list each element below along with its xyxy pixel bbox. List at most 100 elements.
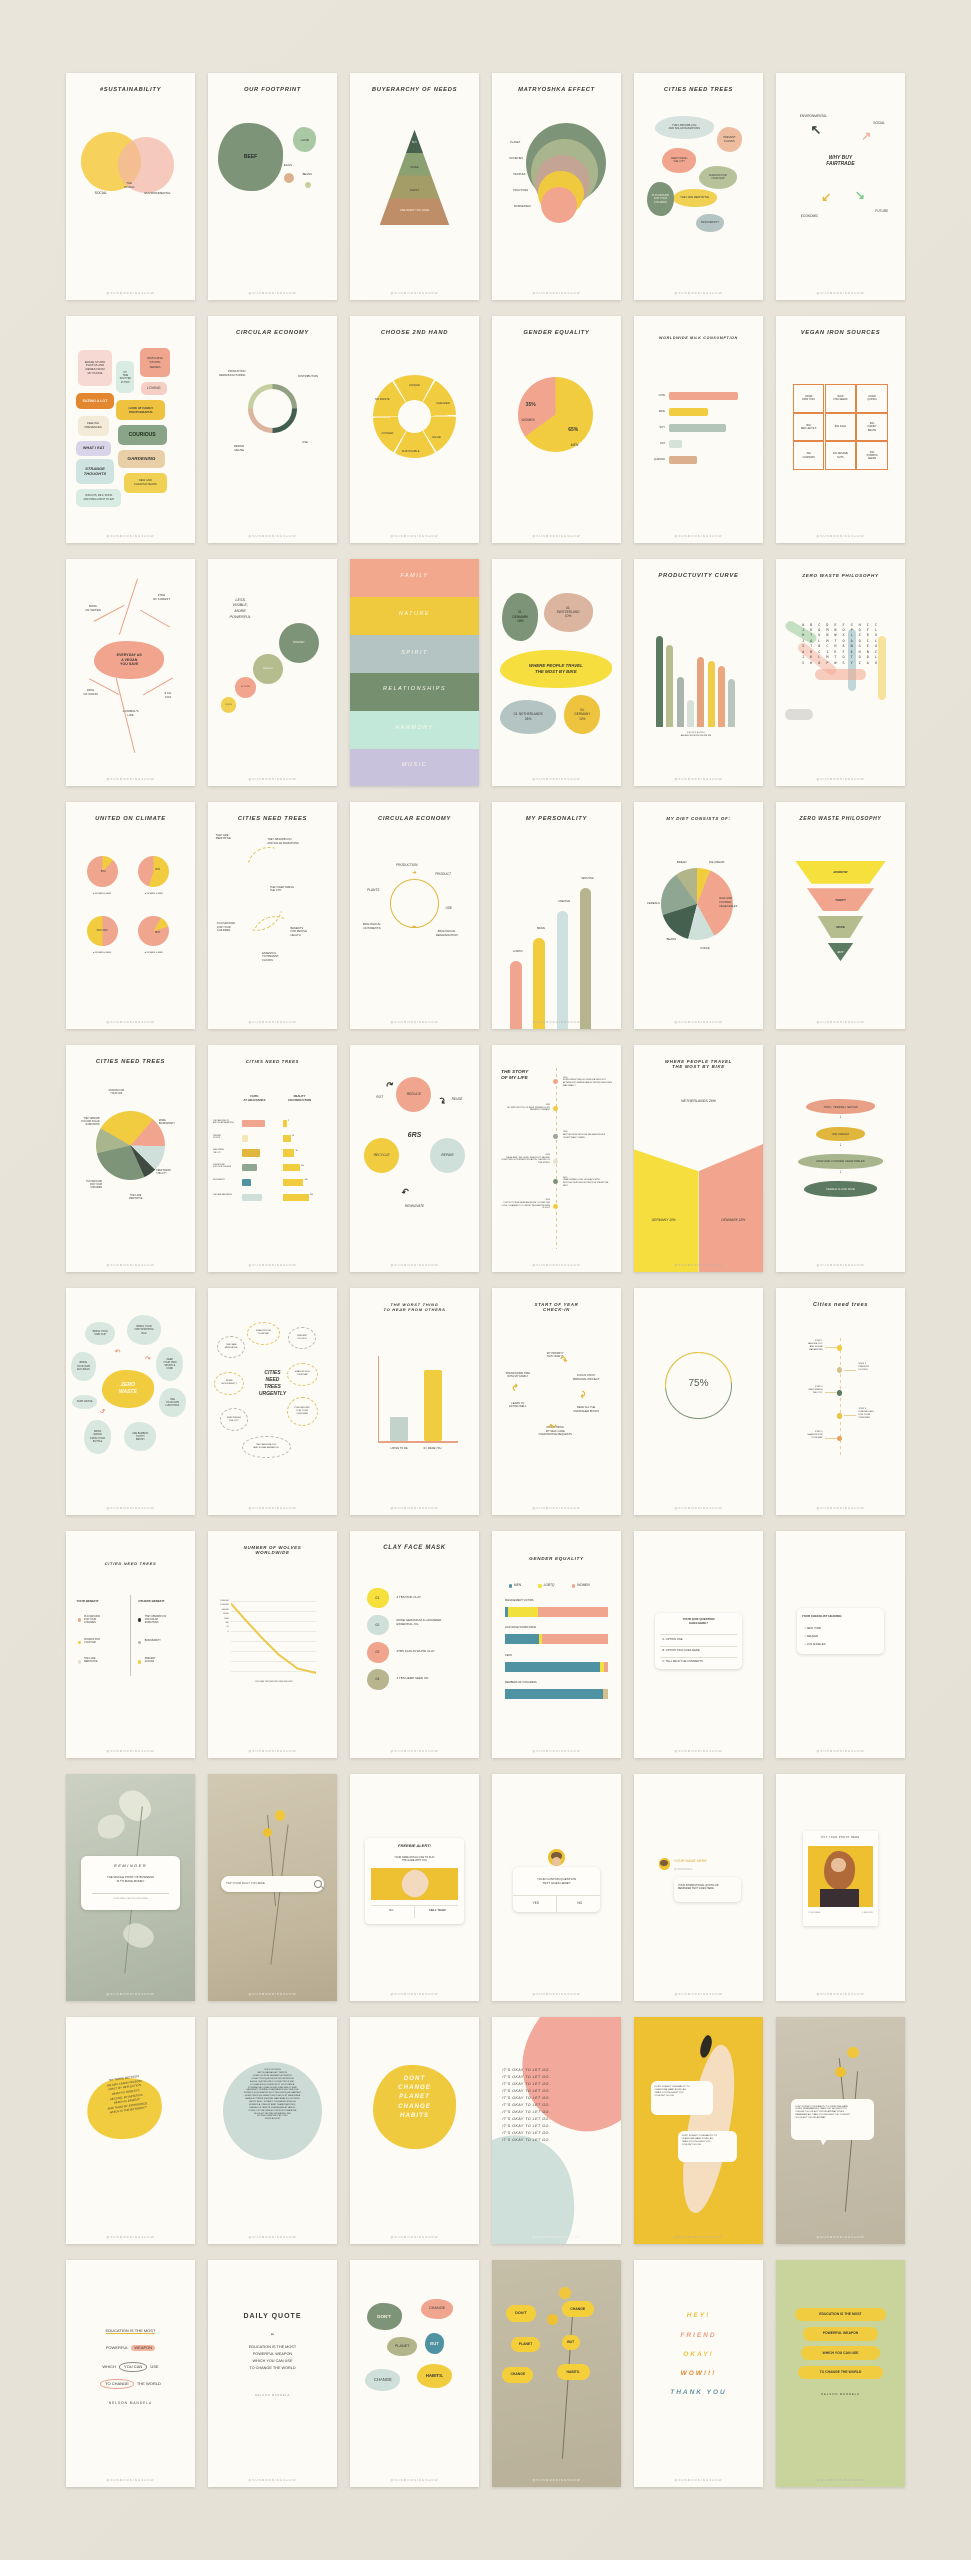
gridlines <box>231 1601 317 1672</box>
vegan-iron-sources-grid[interactable]: VEGAN IRON SOURCES 100GR FIRM TOFU 30GR CH… <box>776 316 905 543</box>
dont-change-planet-blob[interactable]: DONT CHANGE PLANET CHANGE HABITS @SUNMORN… <box>350 2017 479 2244</box>
photo-reminder[interactable]: REMINDER THE WHOLE POINT OF BUSINESS IS T… <box>66 1774 195 2001</box>
mandela-annotated-quote[interactable]: EDUCATION IS THE MOST POWERFUL WEAPON WHIC… <box>66 2260 195 2487</box>
text-essential-to-prevent-flo: ESSENTIAL TO PREVENT FLOODS <box>262 951 279 962</box>
pill-eating-a-lot: EATING A LOT <box>76 393 114 410</box>
vbar <box>728 679 736 727</box>
pill-but: BUT <box>561 2334 580 2350</box>
matryoshka-effect[interactable]: MATRYOSHKA EFFECT PLANET SOCIETIES PEOPLES P… <box>492 73 621 300</box>
zero-waste-funnel[interactable]: ZERO WASTE PHILOSOPHY BORROW THRIFT MAKE BUY… <box>776 802 905 1029</box>
wisdom-quote-blob[interactable]: "BY THREE METHODS WE MAY LEARN WISDOM: F… <box>66 2017 195 2244</box>
text-production-remanufacturi: PRODUCTION REMANUFACTURING <box>219 370 246 377</box>
six-rs-cycle[interactable]: REDUCE REPAIR RECYCLE 6RS ↷ ↷ ↶ ROT REUSE RENNOVA… <box>350 1045 479 1272</box>
photo-daily-tip-search[interactable]: TAP YOUR DAILY TIP HERE @SUNMORNINGSHOW <box>208 1774 337 2001</box>
quiz-template[interactable]: YOUR QUIZ QUESTION GOES HERE? A. OPTION O… <box>634 1531 763 1758</box>
gender-equality-stacked[interactable]: GENDER EQUALITY MEN LGBTQ WOMEN MANAGEMENT V… <box>492 1531 621 1758</box>
bubble-eggs-label: EGGS <box>283 162 293 167</box>
col-reality: REALITY CO2 REDUCTION <box>288 1093 312 1102</box>
pill-to-change-the-world: TO CHANGE THE WORLD <box>797 2365 884 2380</box>
lineel <box>844 1369 856 1371</box>
col-faith: FAITH AT HIGH RANKS <box>243 1093 266 1102</box>
story-of-my-life-timeline[interactable]: THE STORY OF MY LIFE 1990 BORN UNDER THE … <box>492 1045 621 1272</box>
poll-yes-no-template[interactable]: YOUR CUSTOM QUESTION TEXT GOES HERE? YES N… <box>492 1774 621 2001</box>
my-personality-bars[interactable]: MY PERSONALITY LUNATIC BRAVE CREATIVE SENSIT… <box>492 802 621 1029</box>
lorem-quote-circle[interactable]: IN SOLLICITUDIN MATTIS MASSA EGET TEMPUS… <box>208 2017 337 2244</box>
milk-consumption-bars[interactable]: WORLDWIDE MILK CONSUMPTION COW RICE SOY OAT A… <box>634 316 763 543</box>
bike-travel-area[interactable]: WHERE PEOPLE TRAVEL THE MOST BY BIKE NETH… <box>634 1045 763 1272</box>
circular-economy-ring[interactable]: CIRCULAR ECONOMY ➔ ➔ PRODUCTION PRODUCT PLANT… <box>350 802 479 1029</box>
freebie-alert-template[interactable]: FREEBIE ALERT! YOUR NAME WOULD LIKE TO PL… <box>350 1774 479 2001</box>
start-of-year-checkin[interactable]: START OF YEAR CHECK-IN MY PRIORITY THIS Y… <box>492 1288 621 1515</box>
check-denver: ○ DENVER <box>804 1635 818 1639</box>
polaroid-photo-template[interactable]: PUT YOUR PHOTO HERE YOUR NAME 4 FEB 2020 @S… <box>776 1774 905 2001</box>
text-learn-to-eating-well: LEARN TO EATING WELL <box>509 1401 527 1409</box>
progress-75[interactable]: 75% @SUNMORNINGSHOW <box>634 1288 763 1515</box>
bike-travel-blobs[interactable]: 01. DENMARK 18% 02. SWITZERLAND 10% WHERE … <box>492 559 621 786</box>
blob-change: CHANGE <box>365 2368 401 2391</box>
my-diet-pie[interactable]: MY DIET CONSISTS OF: ICE CREAM RAW AND COO… <box>634 802 763 1029</box>
card-footer: @SUNMORNINGSHOW <box>816 534 865 538</box>
photo-hand-bubbles[interactable]: DON'T FORGET YOUR ABILITY TO OVERCOME HA… <box>634 2017 763 2244</box>
venn-label-env: ENVIRONMENTAL <box>144 191 171 196</box>
zero-waste-wordsearch[interactable]: ZERO WASTE PHILOSOPHY A B C D E F G H I C… <box>776 559 905 786</box>
text-lunatic: LUNATIC <box>512 949 523 953</box>
productivity-curve-bars[interactable]: PRODUCTUVITY CURVE 8 10 12 2 4 6 8 10 AM … <box>634 559 763 786</box>
gender-equality-pie[interactable]: GENDER EQUALITY 35% WOMEN 65% MEN @SUNMORNING… <box>492 316 621 543</box>
buyerarchy-pyramid[interactable]: BUYERARCHY OF NEEDS BUY MAKE THRIFT USE WHAT… <box>350 73 479 300</box>
quiz-question: YOUR QUIZ QUESTION GOES HERE? <box>682 1617 715 1626</box>
my-quarantine-words[interactable]: ERASE STUPID PHOTOS AND MEMES FROM MY PH… <box>66 316 195 543</box>
pill-courious: COURIOUS <box>117 424 167 446</box>
card-title: CITIES NEED TREES <box>237 815 308 822</box>
blob-01-denmark-18-: 01. DENMARK 18% <box>502 593 539 641</box>
craspedia-flower <box>547 2314 558 2325</box>
photo-flower-bubble[interactable]: DON'T FORGET YOUR ABILITY TO OVERCOME HA… <box>776 2017 905 2244</box>
cities-trees-steps[interactable]: Cities need trees STEP 1 ABSORB CO2 AND S… <box>776 1288 905 1515</box>
card-title: CHOOSE 2ND HAND <box>380 329 449 336</box>
text-they-are-meditative: THEY ARE MEDITATIVE <box>213 1193 232 1196</box>
why-buy-fairtrade[interactable]: WHY BUY FAIRTRADE ↖ ↗ ↙ ↘ ENVIRONMENTAL SOCIAL… <box>776 73 905 300</box>
cities-trees-faith-reality[interactable]: CITIES NEED TREES FAITH AT HIGH RANKS REAL… <box>208 1045 337 1272</box>
dashed-they-are-meditative: THEY ARE MEDITATIVE <box>217 1335 246 1359</box>
our-footprint-bubbles[interactable]: OUR FOOTPRINT BEEF LAMB EGGS BEANS @SUNMORNIN… <box>208 73 337 300</box>
label-netherlands: NETHERLANDS 26% <box>681 1099 716 1104</box>
united-on-climate-pies[interactable]: UNITED ON CLIMATE 85% ● WOMEN & MEN 45% ● WO… <box>66 802 195 1029</box>
values-color-bands[interactable]: FAMILY NATURE SPIRIT RELATIONSHIPS HARMONY MU… <box>350 559 479 786</box>
less-visible-more-powerful[interactable]: LESS VISIBLE, MORE POWERFUL WORDS ACTIONS E… <box>208 559 337 786</box>
cities-trees-pie-callouts[interactable]: CITIES NEED TREES SHADOW FOR YOUR NAP MORE… <box>66 1045 195 1272</box>
pill-education-is-the-most: EDUCATION IS THE MOST <box>795 2307 886 2322</box>
choose-2nd-hand-donut[interactable]: CHOOSE 2ND HAND UNIQUE CHEAPER VALUE SUSTAIN… <box>350 316 479 543</box>
hey-friend-thanks[interactable]: HEY! FRIEND OKAY! WOW!!! THANK YOU @SUNMORNIN… <box>634 2260 763 2487</box>
wolves-line-chart[interactable]: NUMBER OF WOLVES WORLDWIDE 2.000.000 1.00… <box>208 1531 337 1758</box>
bar-management <box>504 1607 609 1618</box>
arrow--: ➔ <box>412 870 417 877</box>
lineel <box>825 1347 837 1348</box>
reminder-box <box>81 1855 180 1911</box>
clay-face-mask-recipe[interactable]: CLAY FACE MASK 01. 2 TBS PINK CLAY 02. ROSE … <box>350 1531 479 1758</box>
checklist-box <box>796 1608 885 1654</box>
dot <box>553 1203 559 1210</box>
cities-trees-dashed-path[interactable]: CITIES NEED TREES THEY ARE MEDITATIVE THEY… <box>208 802 337 1029</box>
photo-dont-change-words[interactable]: DON'T CHANGE PLANET BUT CHANGE HABITS. @SUNMOR… <box>492 2260 621 2487</box>
zero-waste-mindmap[interactable]: ZERO WASTE BRING YOUR OWN CUP BRING YOUR O… <box>66 1288 195 1515</box>
mandela-green-highlights[interactable]: EDUCATION IS THE MOST POWERFUL WEAPON WHIC… <box>776 2260 905 2487</box>
cities-need-trees-blobs[interactable]: CITIES NEED TREES THEY ABSORB CO2 AND SOL… <box>634 73 763 300</box>
dm-quote-template[interactable]: YOUR NAME HERE @YOURHANDLE YOUR INSPIRATIO… <box>634 1774 763 2001</box>
cities-trees-urgently[interactable]: CITIES NEED TREES URGENTLY SHADOW FOR YOU… <box>208 1288 337 1515</box>
quote-mark: " <box>271 2333 274 2340</box>
daily-quote-card[interactable]: DAILY QUOTE " EDUCATION IS THE MOST POWERF… <box>208 2260 337 2487</box>
circular-economy-cycle[interactable]: CIRCULAR ECONOMY PRODUCTION REMANUFACTURI… <box>208 316 337 543</box>
okay-to-let-go[interactable]: IT'S OKAY TO LET GO. IT'S OKAY TO LET GO… <box>492 2017 621 2244</box>
pill-which-you-can-use: WHICH YOU CAN USE <box>800 2346 881 2360</box>
band-music <box>350 748 479 786</box>
text-85-: 85% <box>154 931 161 935</box>
stack-segment <box>602 1688 609 1699</box>
dont-change-word-blobs[interactable]: DON'T CHANGE PLANET BUT CHANGE HABITS. @SUNMOR… <box>350 2260 479 2487</box>
food-flowchart[interactable]: TOFU, TEMPEH, SEITAN ↓ ICE CREAM ↓ RAW AND C… <box>776 1045 905 1272</box>
checklist-template[interactable]: YOUR CHECKLIST HEADING ○ NEW YORK ○ DENVER… <box>776 1531 905 1758</box>
cities-trees-benefit-columns[interactable]: CITIED NEED TREES YOUR BENEFIT OTHERS BENE… <box>66 1531 195 1758</box>
sustainability-venn[interactable]: #SUSTAINABILITY SOCIAL THE WORLD ENVIRONMEN… <box>66 73 195 300</box>
worst-thing-bars[interactable]: THE WORST THING TO HEAR FROM OTHERS LISTE… <box>350 1288 479 1515</box>
vegan-savings-spokes[interactable]: EVERYDAY AS A VEGAN YOU SAVE 5000L OF WAT… <box>66 559 195 786</box>
leaf <box>119 1919 157 1952</box>
text-benefits-for-people-heal: BENEFITS FOR PEOPLE HEALTH <box>290 926 308 937</box>
